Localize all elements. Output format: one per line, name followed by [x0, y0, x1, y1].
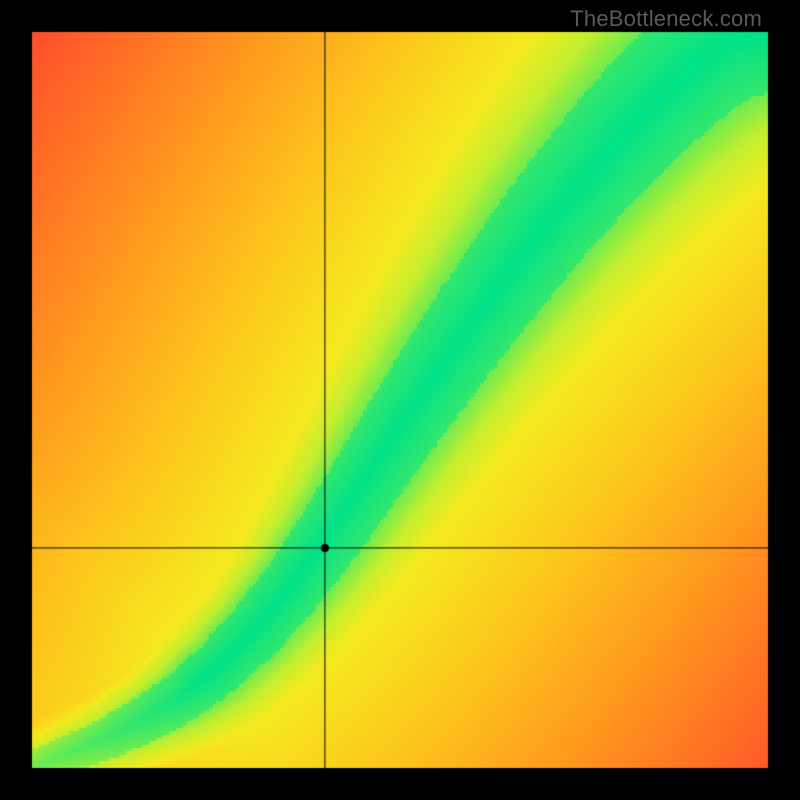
bottleneck-heatmap-wrapper: TheBottleneck.com: [0, 0, 800, 800]
watermark-text: TheBottleneck.com: [570, 6, 762, 32]
bottleneck-heatmap-canvas: [0, 0, 800, 800]
